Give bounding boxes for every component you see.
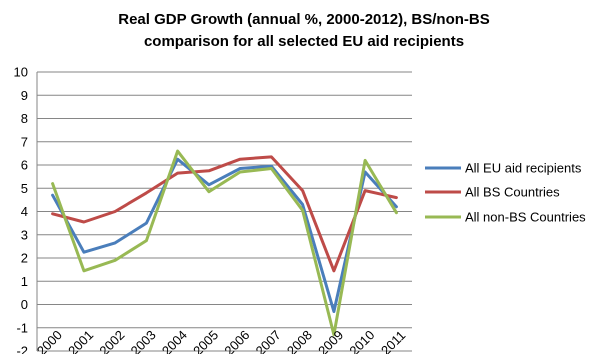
y-tick-label: 0: [21, 297, 28, 312]
legend-label-1: All EU aid recipients: [465, 161, 582, 176]
chart-title-line-2: comparison for all selected EU aid recip…: [143, 33, 465, 50]
y-tick-label: -1: [16, 320, 28, 335]
series-line-2: [51, 155, 398, 273]
y-tick-label: -2: [16, 344, 28, 354]
series-line-3: [51, 149, 398, 337]
x-tick-label: 2002: [96, 327, 127, 354]
y-tick-label: 2: [21, 251, 28, 266]
x-tick-label: 2011: [378, 328, 408, 354]
y-tick-label: 5: [21, 181, 28, 196]
y-tick-label: 1: [21, 274, 28, 289]
x-tick-label: 2004: [159, 327, 190, 354]
x-tick-label: 2009: [315, 327, 346, 354]
y-tick-label: 10: [14, 65, 28, 80]
y-tick-label: 9: [21, 88, 28, 103]
x-tick-label: 2003: [128, 327, 159, 354]
y-tick-label: 8: [21, 111, 28, 126]
x-tick-label: 2007: [253, 327, 284, 354]
chart-title-line-1: Real GDP Growth (annual %, 2000-2012), B…: [118, 11, 490, 28]
legend-label-3: All non-BS Countries: [465, 210, 586, 225]
x-tick-label: 2000: [34, 327, 65, 354]
x-tick-label: 2001: [65, 327, 96, 354]
y-tick-label: 4: [21, 204, 28, 219]
legend-label-2: All BS Countries: [465, 185, 560, 200]
series-line-1: [51, 157, 398, 313]
y-tick-label: 7: [21, 134, 28, 149]
x-tick-label: 2006: [221, 327, 252, 354]
x-tick-label: 2005: [190, 327, 221, 354]
y-tick-label: 3: [21, 227, 28, 242]
x-tick-label: 2010: [346, 327, 377, 354]
x-tick-label: 2008: [284, 327, 315, 354]
y-tick-label: 6: [21, 158, 28, 173]
